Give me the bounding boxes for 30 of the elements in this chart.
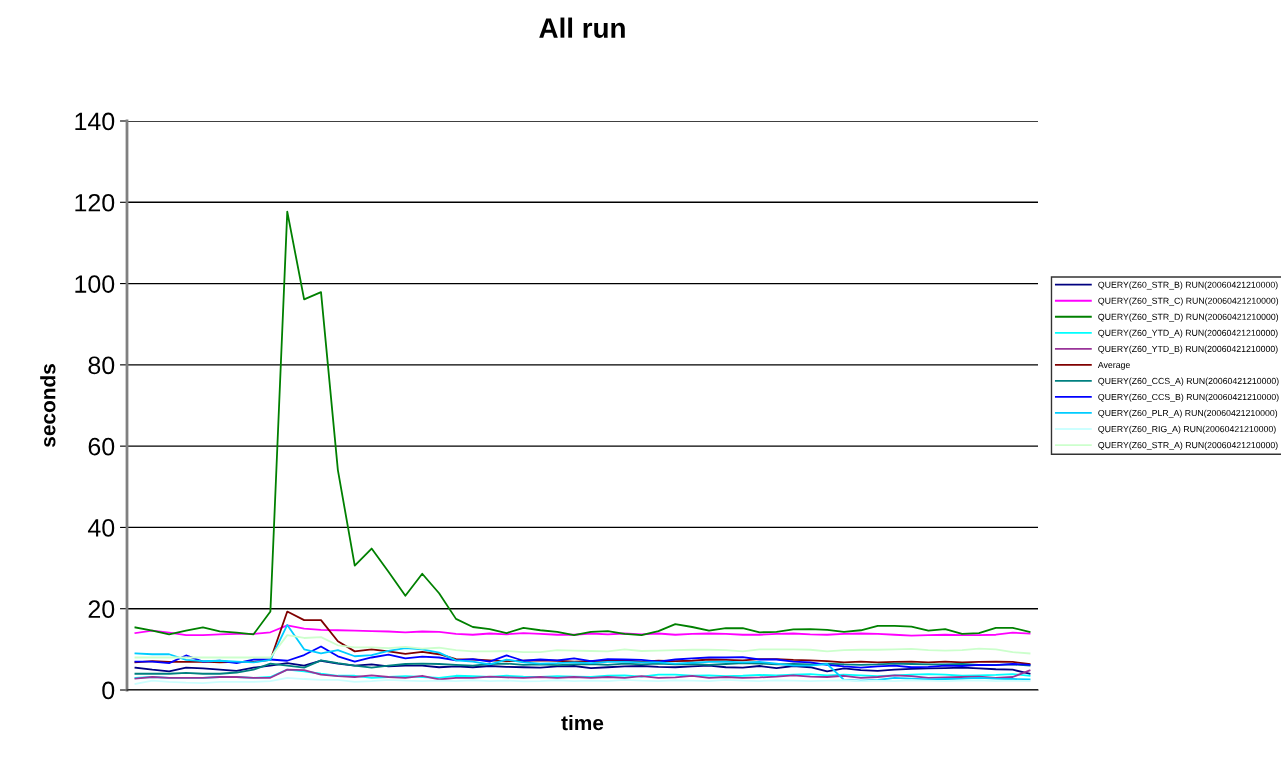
- line-series: [134, 624, 1031, 682]
- legend-label: QUERY(Z60_CCS_A) RUN(20060421210000): [1098, 377, 1279, 386]
- y-tick-label: 100: [75, 275, 115, 293]
- legend-label: QUERY(Z60_RIG_A) RUN(20060421210000): [1098, 425, 1276, 434]
- legend-label: QUERY(Z60_YTD_B) RUN(20060421210000): [1098, 345, 1278, 354]
- line-series: [134, 210, 1031, 637]
- x-axis-title: time: [561, 715, 604, 731]
- line-series: [134, 634, 1031, 659]
- legend-label: QUERY(Z60_STR_B) RUN(20060421210000): [1098, 281, 1278, 290]
- y-tick-label: 20: [88, 600, 115, 619]
- legend-label: QUERY(Z60_PLR_A) RUN(20060421210000): [1098, 409, 1278, 418]
- y-axis-title: seconds: [40, 364, 56, 448]
- legend-label: Average: [1097, 361, 1130, 370]
- y-tick-label: 80: [88, 356, 115, 375]
- y-tick-label: 120: [75, 193, 115, 212]
- y-tick-label: 60: [88, 437, 115, 456]
- line-series: [134, 676, 1031, 685]
- line-series: [134, 659, 1031, 675]
- legend-label: QUERY(Z60_STR_A) RUN(20060421210000): [1098, 441, 1278, 450]
- line-series: [134, 645, 1031, 669]
- legend-label: QUERY(Z60_CCS_B) RUN(20060421210000): [1098, 393, 1279, 402]
- y-tick-label: 0: [102, 681, 115, 700]
- legend-label: QUERY(Z60_YTD_A) RUN(20060421210000): [1098, 329, 1278, 338]
- chart-title: All run: [539, 17, 625, 38]
- line-series: [134, 610, 1031, 665]
- legend-label: QUERY(Z60_STR_C) RUN(20060421210000): [1098, 297, 1279, 306]
- y-tick-label: 40: [87, 519, 115, 537]
- y-tick-label: 140: [75, 112, 115, 131]
- line-series: [134, 624, 1031, 637]
- legend-label: QUERY(Z60_STR_D) RUN(20060421210000): [1098, 313, 1279, 322]
